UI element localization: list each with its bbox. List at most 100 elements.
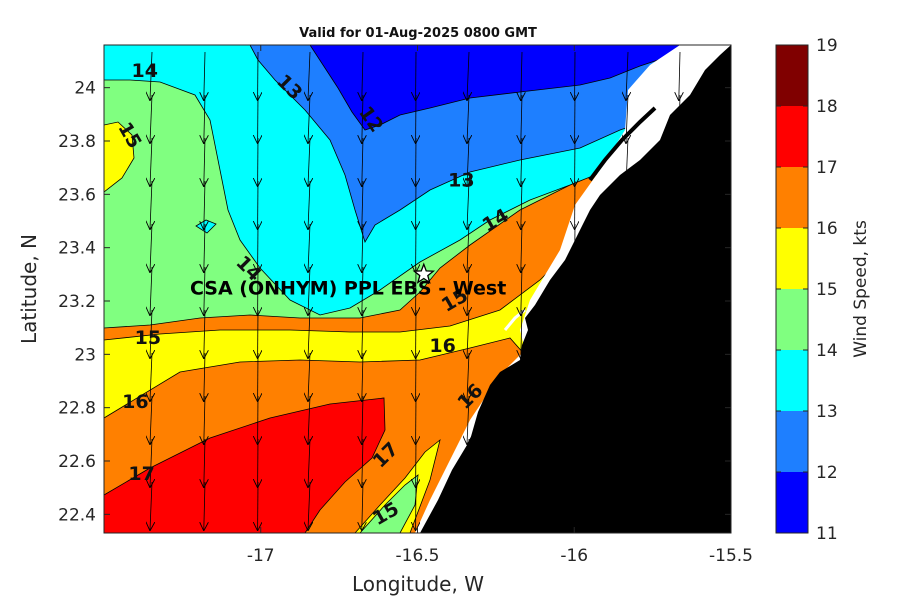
contour-label: 15 bbox=[135, 327, 161, 349]
band-17-18 bbox=[104, 397, 386, 533]
colorbar-segment bbox=[776, 411, 808, 472]
y-tick-label: 22.4 bbox=[58, 505, 96, 525]
wind-vector bbox=[362, 137, 363, 186]
wind-vector bbox=[150, 51, 152, 100]
wind-vector bbox=[626, 223, 628, 272]
wind-vector bbox=[362, 51, 363, 100]
wind-vector bbox=[308, 266, 310, 315]
wind-vector bbox=[204, 309, 205, 358]
y-tick-label: 22.8 bbox=[58, 399, 96, 419]
wind-vector bbox=[467, 180, 469, 229]
land-mass bbox=[420, 45, 731, 533]
wind-vector bbox=[204, 223, 205, 272]
wind-vector bbox=[204, 137, 205, 186]
wind-vector bbox=[521, 438, 522, 487]
wind-vector bbox=[204, 266, 205, 315]
wind-vector bbox=[308, 180, 310, 229]
wind-vector bbox=[679, 352, 680, 401]
wind-vectors bbox=[150, 51, 680, 530]
wind-vector bbox=[626, 180, 628, 229]
wind-vector bbox=[679, 51, 680, 100]
wind-vector bbox=[467, 137, 469, 186]
colorbar-tick-label: 11 bbox=[816, 524, 838, 544]
contour-label: 16 bbox=[429, 335, 455, 357]
wind-vector bbox=[362, 481, 363, 530]
wind-vector bbox=[626, 51, 628, 100]
site-label: CSA (ONHYM) PPL EBS - West bbox=[190, 277, 506, 299]
wind-vector bbox=[467, 223, 469, 272]
colorbar-segment bbox=[776, 45, 808, 106]
wind-vector bbox=[467, 51, 469, 100]
wind-vector bbox=[521, 137, 522, 186]
wind-vector bbox=[362, 309, 363, 358]
y-tick-label: 23.8 bbox=[58, 132, 96, 152]
y-tick-label: 23.6 bbox=[58, 185, 96, 205]
wind-vector bbox=[521, 223, 522, 272]
colorbar: 11 12 13 14 15 16 17 18 19 bbox=[775, 36, 838, 544]
colorbar-tick-label: 18 bbox=[816, 97, 838, 117]
wind-vector bbox=[626, 352, 628, 401]
wind-vector bbox=[467, 481, 469, 530]
wind-vector bbox=[679, 180, 680, 229]
wind-vector bbox=[204, 51, 205, 100]
wind-vector bbox=[362, 94, 363, 143]
y-tick-label: 22.6 bbox=[58, 452, 96, 472]
wind-vector bbox=[467, 352, 469, 401]
colorbar-label: Wind Speed, kts bbox=[851, 220, 871, 358]
wind-vector bbox=[204, 94, 205, 143]
wind-vector bbox=[626, 266, 628, 315]
wind-vector bbox=[308, 309, 310, 358]
y-axis-label: Latitude, N bbox=[17, 234, 41, 344]
wind-vector bbox=[626, 481, 628, 530]
band-15-16-northwest bbox=[104, 121, 135, 193]
colorbar-tick-label: 17 bbox=[816, 158, 838, 178]
wind-vector bbox=[521, 352, 522, 401]
contour-label: 17 bbox=[128, 463, 154, 485]
band-14-15-south bbox=[359, 474, 419, 533]
wind-vector bbox=[521, 51, 522, 100]
wind-vector bbox=[679, 438, 680, 487]
wind-vector bbox=[362, 352, 363, 401]
wind-vector bbox=[521, 94, 522, 143]
wind-vector bbox=[308, 352, 310, 401]
wind-vector bbox=[362, 266, 363, 315]
wind-vector bbox=[150, 438, 152, 487]
wind-vector bbox=[467, 266, 469, 315]
y-tick-label: 23.2 bbox=[58, 292, 96, 312]
wind-vector bbox=[150, 395, 152, 444]
wind-vector bbox=[308, 438, 310, 487]
colorbar-tick-label: 12 bbox=[816, 463, 838, 483]
wind-vector bbox=[308, 223, 310, 272]
wind-vector bbox=[204, 180, 205, 229]
wind-vector bbox=[308, 51, 310, 100]
wind-vector bbox=[150, 137, 152, 186]
wind-vector bbox=[679, 481, 680, 530]
x-axis-ticks: -17 -16.5 -16 -15.5 bbox=[247, 45, 753, 566]
wind-vector bbox=[150, 481, 152, 530]
colorbar-tick-label: 19 bbox=[816, 36, 838, 56]
colorbar-segment bbox=[776, 289, 808, 350]
wind-vector bbox=[204, 352, 205, 401]
colorbar-tick-label: 13 bbox=[816, 402, 838, 422]
y-tick-label: 23.4 bbox=[58, 239, 96, 259]
wind-vector bbox=[204, 438, 205, 487]
wind-vector bbox=[521, 180, 522, 229]
x-tick-label: -16 bbox=[560, 546, 588, 566]
wind-vector bbox=[521, 395, 522, 444]
wind-vector bbox=[626, 309, 628, 358]
colorbar-segment bbox=[776, 106, 808, 167]
x-tick-label: -17 bbox=[247, 546, 275, 566]
x-tick-label: -15.5 bbox=[709, 546, 753, 566]
map-title: Valid for 01-Aug-2025 0800 GMT bbox=[299, 26, 537, 41]
wind-vector bbox=[362, 223, 363, 272]
wind-vector bbox=[362, 438, 363, 487]
wind-vector bbox=[150, 352, 152, 401]
wind-vector bbox=[467, 309, 469, 358]
wind-vector bbox=[679, 223, 680, 272]
wind-vector bbox=[308, 481, 310, 530]
wind-vector bbox=[308, 137, 310, 186]
x-tick-label: -16.5 bbox=[396, 546, 440, 566]
wind-vector bbox=[626, 137, 628, 186]
wind-vector bbox=[467, 94, 469, 143]
